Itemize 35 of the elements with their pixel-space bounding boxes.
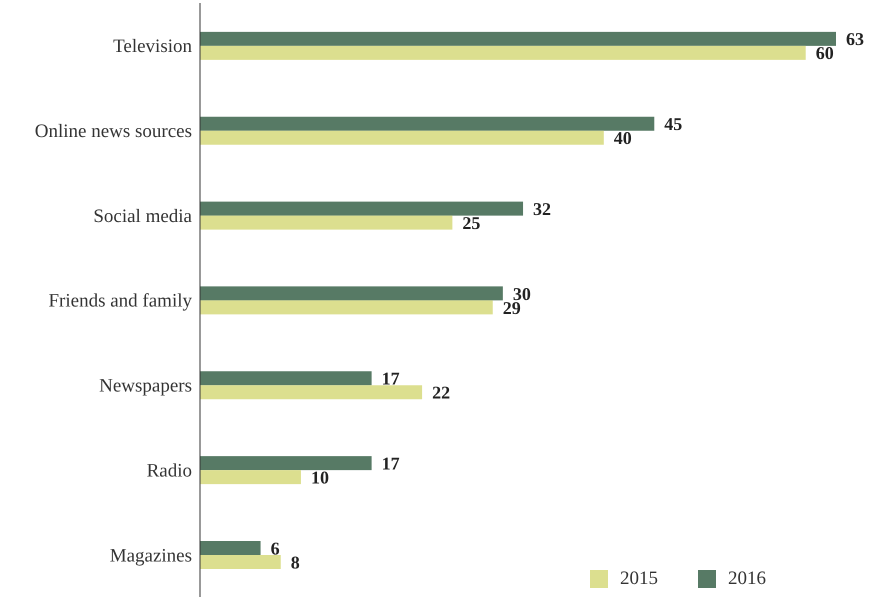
bar — [200, 46, 806, 60]
data-label: 6 — [270, 538, 280, 558]
data-label: 60 — [816, 43, 834, 64]
bar — [200, 116, 654, 131]
bar — [200, 286, 503, 300]
data-label: 8 — [290, 552, 300, 572]
bar — [200, 371, 372, 386]
y-tick-label: Radio — [146, 460, 192, 482]
y-tick-label: Online news sources — [34, 121, 192, 142]
bar — [200, 385, 422, 400]
bar — [200, 216, 452, 230]
legend-label: 2016 — [728, 568, 766, 590]
data-label: 17 — [382, 368, 400, 389]
bar — [200, 554, 281, 569]
bar — [200, 202, 524, 216]
data-label: 22 — [432, 382, 450, 403]
bar — [200, 130, 604, 145]
data-label: 63 — [846, 29, 864, 50]
data-label: 17 — [382, 454, 400, 474]
bar — [200, 540, 261, 555]
legend-label: 2015 — [620, 568, 658, 590]
y-tick-label: Friends and family — [48, 290, 192, 312]
y-tick-label: Magazines — [110, 545, 192, 566]
data-label: 10 — [310, 468, 329, 488]
data-label: 25 — [462, 212, 480, 233]
bar — [200, 32, 836, 46]
data-label: 45 — [664, 114, 682, 134]
y-tick-label: Newspapers — [99, 376, 192, 397]
data-label: 32 — [533, 198, 552, 219]
bar — [200, 300, 493, 314]
bar — [200, 456, 372, 470]
y-tick-label: Social media — [93, 206, 193, 227]
data-label: 40 — [614, 128, 632, 148]
bar — [200, 470, 301, 484]
y-tick-label: Television — [113, 36, 192, 58]
